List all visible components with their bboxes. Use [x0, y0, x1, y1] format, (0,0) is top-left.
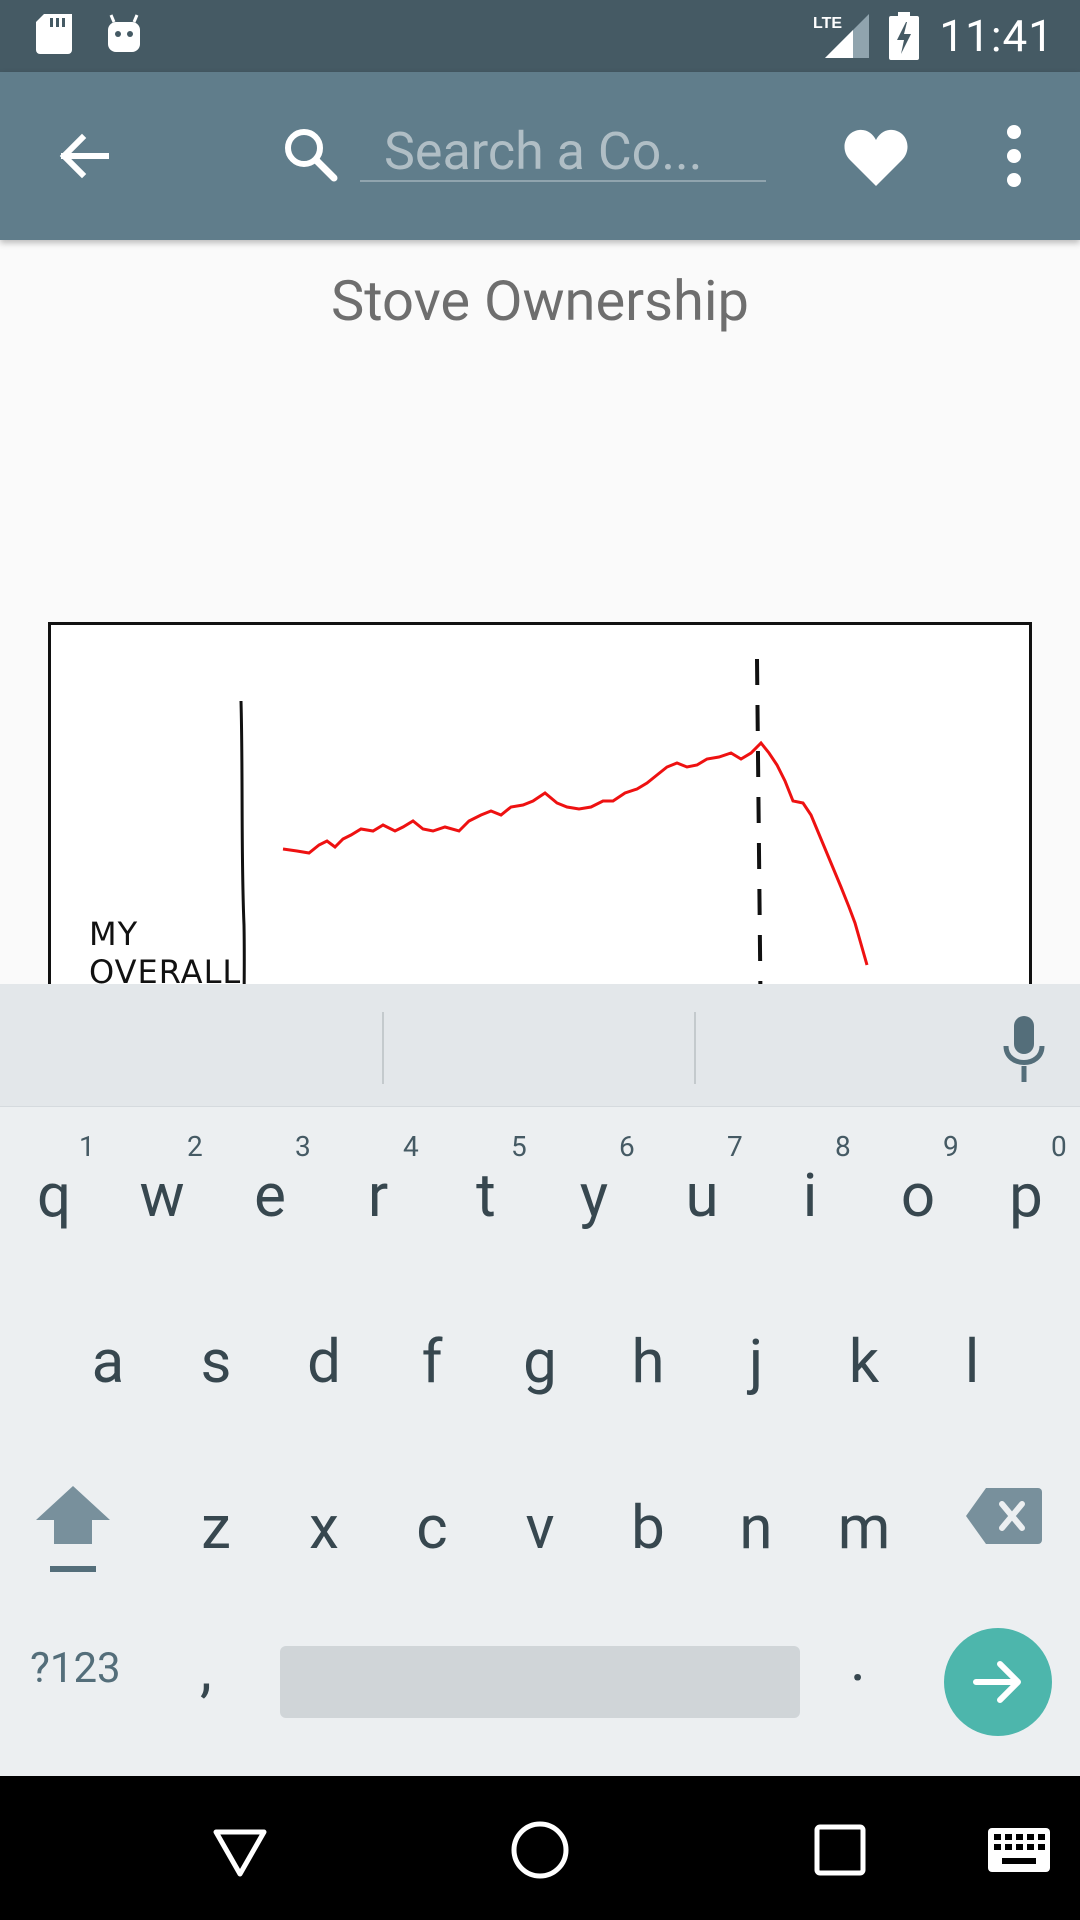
key-m[interactable]: m [837, 1492, 891, 1563]
search-input[interactable] [360, 122, 766, 180]
key-r[interactable]: r [367, 1160, 389, 1231]
lte-signal-icon: LTE [813, 14, 870, 58]
key-d[interactable]: d [307, 1326, 341, 1397]
sd-card-icon [36, 14, 72, 54]
key-q[interactable]: q [36, 1160, 72, 1231]
back-arrow-icon[interactable] [54, 126, 114, 186]
key-u[interactable]: u [685, 1160, 719, 1231]
key-s[interactable]: s [200, 1326, 232, 1397]
heart-icon[interactable] [842, 126, 910, 188]
suggestion-divider [382, 1012, 384, 1084]
comic-image[interactable]: MY OVERALL [48, 622, 1032, 1042]
more-vert-icon[interactable] [990, 122, 1038, 190]
comic-label-my: MY [89, 915, 139, 953]
key-b[interactable]: b [631, 1492, 665, 1563]
key-y[interactable]: y [579, 1160, 609, 1231]
key-hint-8: 8 [835, 1130, 851, 1163]
key-h[interactable]: h [631, 1326, 665, 1397]
key-g[interactable]: g [523, 1326, 557, 1397]
key-e[interactable]: e [254, 1160, 286, 1231]
key-hint-6: 6 [619, 1130, 635, 1163]
key-hint-5: 5 [511, 1130, 527, 1163]
key-a[interactable]: a [91, 1326, 125, 1397]
microphone-icon[interactable] [1002, 1016, 1046, 1082]
comma-key[interactable]: , [200, 1634, 212, 1705]
key-k[interactable]: k [848, 1326, 880, 1397]
search-icon[interactable] [280, 124, 340, 184]
key-w[interactable]: w [139, 1160, 185, 1231]
key-hint-9: 9 [943, 1130, 959, 1163]
keyboard: q 1 w 2 e 3 r 4 t 5 y 6 u 7 i 8 o 9 p 0 … [0, 984, 1080, 1776]
key-n[interactable]: n [739, 1492, 773, 1563]
key-o[interactable]: o [900, 1160, 936, 1231]
key-hint-4: 4 [403, 1130, 419, 1163]
period-key[interactable]: . [850, 1624, 866, 1695]
suggestion-divider [694, 1012, 696, 1084]
space-bar[interactable] [280, 1646, 800, 1718]
battery-charging-icon [889, 12, 920, 60]
home-circle-icon[interactable] [510, 1820, 570, 1880]
enter-key[interactable] [944, 1628, 1052, 1736]
key-z[interactable]: z [201, 1492, 231, 1563]
key-l[interactable]: l [964, 1326, 980, 1397]
key-j[interactable]: j [748, 1326, 764, 1397]
key-v[interactable]: v [525, 1492, 555, 1563]
symbols-key[interactable]: ?123 [30, 1644, 121, 1693]
key-f[interactable]: f [421, 1326, 443, 1397]
key-hint-1: 1 [79, 1130, 95, 1163]
search-field[interactable] [360, 122, 766, 182]
shift-icon[interactable] [36, 1486, 110, 1576]
comic-title: Stove Ownership [331, 268, 749, 334]
key-hint-7: 7 [727, 1130, 743, 1163]
suggestion-strip[interactable] [0, 984, 1080, 1107]
backspace-icon[interactable] [966, 1488, 1042, 1544]
key-c[interactable]: c [416, 1492, 448, 1563]
key-x[interactable]: x [309, 1492, 339, 1563]
app-bar [0, 72, 1080, 240]
key-i[interactable]: i [802, 1160, 818, 1231]
status-bar: LTE 11:41 [0, 0, 1080, 72]
clock: 11:41 [939, 10, 1054, 62]
keyboard-icon[interactable] [988, 1828, 1050, 1872]
svg-text:LTE: LTE [813, 15, 842, 32]
key-t[interactable]: t [476, 1160, 496, 1231]
key-hint-3: 3 [295, 1130, 311, 1163]
navigation-bar [0, 1776, 1080, 1920]
back-triangle-icon[interactable] [212, 1828, 268, 1878]
key-hint-2: 2 [187, 1130, 203, 1163]
android-debug-icon [108, 14, 140, 52]
recents-square-icon[interactable] [814, 1824, 866, 1876]
arrow-forward-icon [973, 1661, 1021, 1703]
key-hint-0: 0 [1051, 1130, 1067, 1163]
key-p[interactable]: p [1009, 1160, 1043, 1231]
